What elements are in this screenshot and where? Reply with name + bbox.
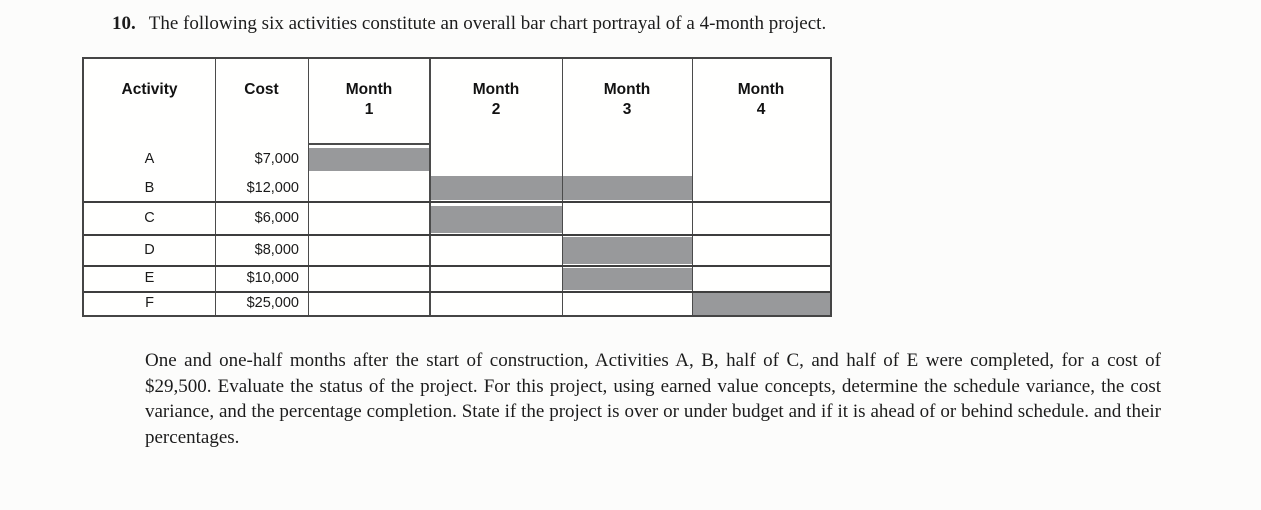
gantt-bar-activity-d <box>562 237 692 264</box>
cost-cell: $8,000 <box>254 241 299 258</box>
month-word: Month <box>472 81 520 98</box>
gantt-bar-activity-c <box>430 206 562 233</box>
cost-cell: $10,000 <box>246 270 299 286</box>
header-month-3: Month 3 <box>562 59 692 144</box>
row-divider <box>84 291 830 293</box>
row-divider <box>84 201 830 203</box>
gantt-table-grid: Activity Cost Month 1 Month 2 Month 3 Mo… <box>84 59 830 315</box>
problem-paragraph: One and one-half months after the start … <box>145 350 1161 448</box>
gantt-chart-table: Activity Cost Month 1 Month 2 Month 3 Mo… <box>82 57 832 317</box>
header-month-1: Month 1 <box>308 59 430 144</box>
month-number: 3 <box>622 101 632 118</box>
column-divider <box>429 59 431 315</box>
row-divider <box>84 265 830 267</box>
month-word: Month <box>345 81 393 98</box>
header-month-4: Month 4 <box>692 59 830 144</box>
month-number: 4 <box>756 101 766 118</box>
month1-header-box-border <box>308 143 431 145</box>
activity-cell: E <box>144 270 155 286</box>
cost-cell: $12,000 <box>246 179 299 196</box>
gantt-bar-activity-f <box>692 293 830 315</box>
activity-cell: A <box>144 151 155 167</box>
header-cost: Cost <box>215 59 308 144</box>
gantt-bar-activity-a <box>308 148 430 171</box>
month-number: 2 <box>491 101 501 118</box>
problem-heading: 10. The following six activities constitu… <box>112 11 1162 36</box>
month-word: Month <box>603 81 651 98</box>
activity-cell: D <box>144 241 155 258</box>
cost-cell: $6,000 <box>254 209 299 226</box>
row-divider <box>84 234 830 236</box>
header-activity-label: Activity <box>121 81 178 98</box>
header-cost-label: Cost <box>244 81 279 98</box>
cost-cell: $7,000 <box>254 151 299 167</box>
column-divider <box>562 59 563 315</box>
column-divider <box>308 59 309 315</box>
column-divider <box>215 59 216 315</box>
problem-statement: The following six activities constitute … <box>148 13 827 34</box>
header-month-2: Month 2 <box>430 59 562 144</box>
problem-number: 10. <box>112 13 136 34</box>
activity-cell: B <box>144 179 155 196</box>
gantt-bar-activity-e <box>562 268 692 290</box>
activity-cell: F <box>145 295 154 311</box>
activity-cell: C <box>144 209 155 226</box>
cost-cell: $25,000 <box>246 295 299 311</box>
column-divider <box>692 59 693 315</box>
header-activity: Activity <box>84 59 215 144</box>
month-number: 1 <box>364 101 374 118</box>
gantt-bar-activity-b <box>430 176 692 200</box>
month-word: Month <box>737 81 785 98</box>
